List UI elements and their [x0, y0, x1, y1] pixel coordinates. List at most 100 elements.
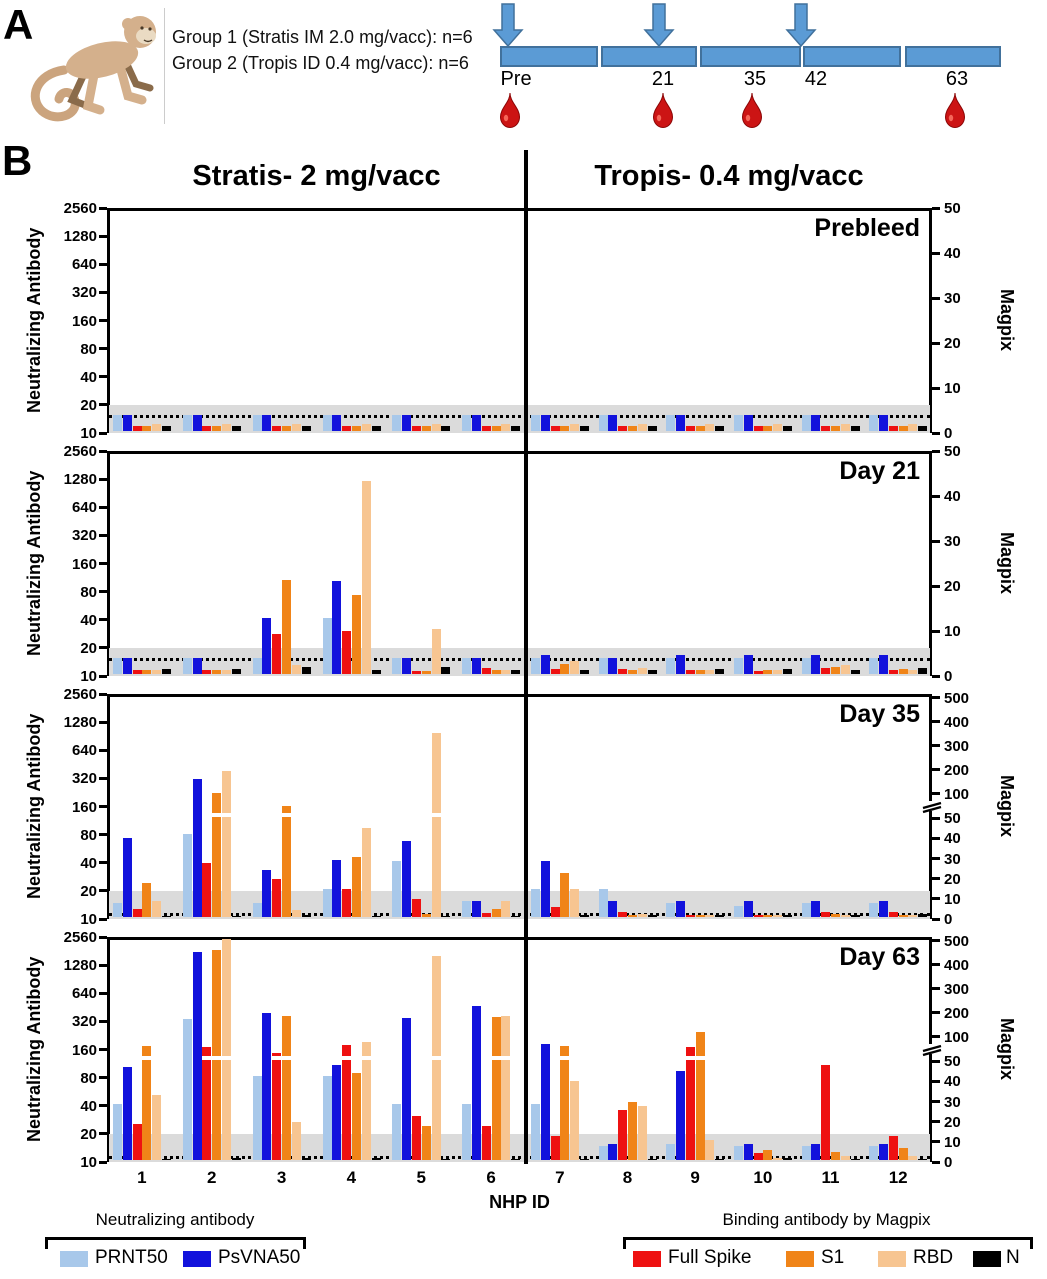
bar-n — [301, 667, 311, 674]
bar-n — [231, 1157, 241, 1160]
bar-s1 — [898, 914, 908, 917]
bar-n — [231, 915, 241, 917]
right-axis-tick — [932, 296, 940, 300]
right-axis-tick — [932, 449, 940, 453]
right-axis-tick — [932, 836, 940, 840]
right-axis-tick-label: 500 — [944, 689, 970, 707]
right-axis-tick-label: 40 — [944, 488, 961, 505]
left-axis-tick-label: 640 — [71, 256, 97, 274]
bar-n — [301, 915, 311, 917]
bar-psvna50 — [402, 1018, 412, 1160]
bar-s1 — [282, 1015, 292, 1160]
bar-prnt50 — [869, 903, 879, 917]
left-axis-tick-label: 320 — [71, 770, 97, 788]
blood-drop-icon — [499, 92, 521, 128]
bar-rbd — [431, 733, 441, 917]
bar-full-spike — [821, 1065, 831, 1160]
bar-s1 — [282, 805, 292, 917]
bar-psvna50 — [743, 900, 753, 917]
left-axis-tick — [99, 1019, 107, 1023]
right-axis-tick-label: 20 — [944, 335, 961, 352]
bar-axis-break-notch — [342, 1055, 352, 1060]
legend-swatch-n — [973, 1251, 1001, 1267]
bar-psvna50 — [743, 414, 753, 431]
bar-full-spike — [685, 1047, 695, 1160]
right-axis-tick — [932, 341, 940, 345]
bar-s1 — [212, 792, 222, 917]
bar-s1 — [628, 914, 637, 917]
x-tick-label: 7 — [555, 1168, 565, 1187]
timeline-day-label: 42 — [804, 68, 828, 90]
legend-swatch-psvna50 — [183, 1251, 211, 1267]
x-tick-label: 9 — [690, 1168, 700, 1187]
bar-rbd — [152, 424, 162, 431]
left-axis-tick — [99, 234, 107, 238]
right-axis-tick-label: 10 — [944, 623, 961, 640]
bar-s1 — [142, 425, 152, 431]
bar-prnt50 — [182, 657, 192, 674]
syringe-arrow-icon — [643, 3, 675, 47]
bar-full-spike — [132, 1123, 142, 1160]
timeline-segment — [905, 46, 1001, 67]
right-axis-tick — [932, 1120, 940, 1124]
left-axis-tick-label: 1280 — [63, 957, 97, 975]
bar-prnt50 — [462, 1103, 472, 1160]
group1-text: Group 1 (Stratis IM 2.0 mg/vacc): n=6 — [172, 27, 473, 47]
left-axis-tick — [99, 889, 107, 893]
left-axis-tick — [99, 1160, 107, 1164]
legend-label-psvna50: PsVNA50 — [218, 1247, 301, 1268]
axis-break-icon — [922, 1044, 942, 1057]
bar-full-spike — [550, 425, 560, 431]
bar-n — [715, 1158, 725, 1160]
left-axis-tick — [99, 1076, 107, 1080]
bar-full-spike — [618, 911, 628, 917]
bar-rbd — [637, 1105, 647, 1160]
bar-rbd — [291, 909, 301, 917]
bar-rbd — [431, 424, 441, 431]
bar-prnt50 — [666, 414, 676, 431]
bar-s1 — [212, 949, 222, 1160]
left-axis-title: Neutralizing Antibody — [24, 713, 44, 900]
bar-s1 — [695, 669, 705, 674]
right-axis-tick-label: 100 — [944, 1028, 970, 1046]
bar-rbd — [637, 424, 647, 431]
assay-cutoff-line — [109, 415, 930, 418]
bar-full-spike — [481, 425, 491, 431]
bar-prnt50 — [801, 657, 811, 674]
bar-n — [511, 1158, 521, 1160]
right-axis-tick-label: 400 — [944, 713, 970, 731]
right-axis-tick — [932, 1035, 940, 1039]
left-axis-tick-label: 160 — [71, 312, 97, 330]
right-axis-tick — [932, 1140, 940, 1144]
left-axis-tick-label: 2560 — [63, 929, 97, 946]
bar-n — [371, 1157, 381, 1160]
legend-label-s1: S1 — [821, 1247, 845, 1268]
bar-rbd — [222, 938, 232, 1160]
bar-psvna50 — [262, 414, 272, 431]
bar-axis-break-notch — [202, 1055, 212, 1060]
bar-axis-break-notch — [222, 812, 232, 817]
panel-title: Day 35 — [839, 700, 920, 728]
bar-psvna50 — [540, 860, 550, 917]
left-axis-tick — [99, 290, 107, 294]
bar-psvna50 — [540, 654, 550, 674]
bar-n — [441, 915, 451, 917]
right-axis-tick-label: 20 — [944, 1113, 961, 1131]
right-axis-title: Magpix — [997, 532, 1017, 595]
right-axis-tick — [932, 877, 940, 881]
bar-s1 — [421, 913, 431, 917]
bar-full-spike — [821, 911, 831, 917]
right-axis-tick-label: 30 — [944, 1093, 961, 1111]
bar-s1 — [212, 425, 222, 431]
left-axis-tick — [99, 805, 107, 808]
left-axis-tick-label: 1280 — [63, 228, 97, 246]
header-tropis: Tropis- 0.4 mg/vacc — [594, 160, 864, 192]
axis-break-icon — [922, 801, 942, 814]
bar-axis-break-notch — [431, 812, 441, 817]
bar-rbd — [840, 665, 850, 674]
left-axis-tick — [99, 646, 107, 650]
bar-psvna50 — [676, 414, 686, 431]
bar-rbd — [773, 424, 783, 431]
right-axis-title: Magpix — [997, 775, 1017, 838]
bar-s1 — [695, 425, 705, 431]
